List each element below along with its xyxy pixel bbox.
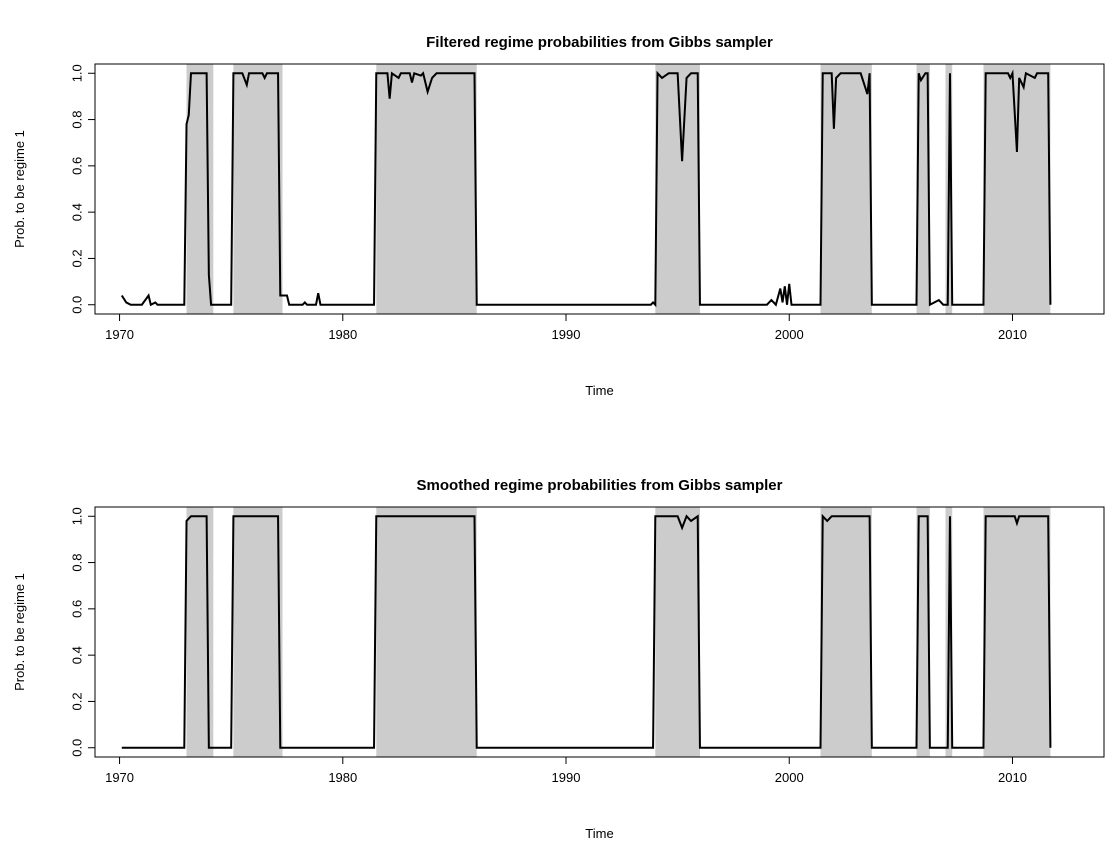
y-tick-label: 0.6 [70, 600, 85, 618]
shaded-region [655, 507, 700, 757]
x-tick-label: 2010 [998, 770, 1027, 785]
shaded-region [233, 64, 283, 314]
y-tick-label: 0.8 [70, 111, 85, 129]
shaded-region [916, 64, 930, 314]
shaded-region [233, 507, 283, 757]
y-tick-label: 1.0 [70, 64, 85, 82]
y-tick-label: 0.4 [70, 646, 85, 664]
shaded-region [655, 64, 700, 314]
x-tick-label: 1980 [328, 770, 357, 785]
data-line [120, 69, 1052, 308]
y-tick-label: 0.2 [70, 692, 85, 710]
x-axis-label: Time [585, 383, 613, 398]
shaded-region [916, 507, 930, 757]
x-axis-label: Time [585, 826, 613, 841]
x-tick-label: 1990 [552, 770, 581, 785]
y-tick-label: 0.6 [70, 157, 85, 175]
x-tick-label: 1970 [105, 327, 134, 342]
data-line [121, 513, 1052, 749]
y-axis-label: Prob. to be regime 1 [12, 130, 27, 248]
shaded-region [983, 507, 1051, 757]
y-tick-label: 0.8 [70, 554, 85, 572]
x-tick-label: 1970 [105, 770, 134, 785]
y-axis-label: Prob. to be regime 1 [12, 573, 27, 691]
chart-title: Smoothed regime probabilities from Gibbs… [417, 477, 783, 494]
shaded-region [983, 64, 1051, 314]
shaded-region [820, 64, 872, 314]
x-tick-label: 2000 [775, 770, 804, 785]
shaded-region [376, 507, 477, 757]
x-tick-label: 2010 [998, 327, 1027, 342]
y-tick-label: 1.0 [70, 507, 85, 525]
y-tick-label: 0.4 [70, 203, 85, 221]
y-tick-label: 0.2 [70, 249, 85, 267]
y-tick-label: 0.0 [70, 739, 85, 757]
x-tick-label: 1980 [328, 327, 357, 342]
y-tick-label: 0.0 [70, 296, 85, 314]
chart-title: Filtered regime probabilities from Gibbs… [426, 34, 773, 51]
shaded-region [376, 64, 477, 314]
shaded-region [820, 507, 872, 757]
x-tick-label: 2000 [775, 327, 804, 342]
x-tick-label: 1990 [552, 327, 581, 342]
